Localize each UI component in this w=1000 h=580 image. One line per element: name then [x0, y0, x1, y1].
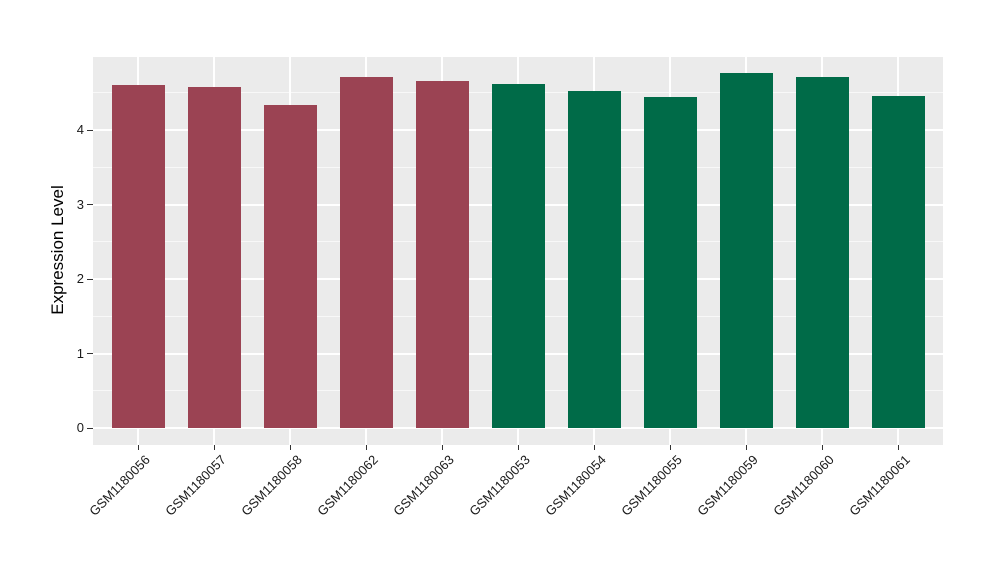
- x-tick-label-GSM1180055: GSM1180055: [617, 452, 685, 519]
- y-tick-label: 1: [76, 345, 84, 361]
- x-tick: [289, 445, 291, 450]
- x-tick: [593, 445, 595, 450]
- bar-GSM1180058: [263, 104, 317, 428]
- x-tick: [365, 445, 367, 450]
- y-tick: [87, 353, 93, 354]
- y-tick: [87, 204, 93, 205]
- bar-GSM1180055: [643, 97, 697, 428]
- x-tick: [745, 445, 747, 450]
- bar-GSM1180061: [871, 95, 925, 428]
- x-tick: [669, 445, 671, 450]
- x-tick-label-GSM1180058: GSM1180058: [237, 452, 305, 519]
- y-tick-label: 0: [76, 420, 84, 435]
- x-tick-label-GSM1180062: GSM1180062: [313, 452, 381, 519]
- bar-GSM1180060: [795, 77, 849, 428]
- x-tick-label-GSM1180054: GSM1180054: [541, 452, 609, 519]
- x-tick: [517, 445, 519, 450]
- x-tick: [213, 445, 215, 450]
- y-tick: [87, 427, 93, 429]
- y-tick: [87, 129, 93, 131]
- x-tick-label-GSM1180059: GSM1180059: [693, 452, 761, 519]
- x-tick-label-GSM1180053: GSM1180053: [465, 452, 533, 519]
- bar-GSM1180059: [719, 73, 773, 428]
- x-tick-label-GSM1180057: GSM1180057: [161, 452, 229, 519]
- x-tick: [897, 445, 899, 450]
- plot-panel: [93, 55, 943, 445]
- x-tick: [821, 445, 823, 450]
- x-tick-label-GSM1180061: GSM1180061: [845, 452, 913, 519]
- y-tick: [87, 278, 93, 280]
- bar-GSM1180056: [111, 85, 165, 428]
- bar-GSM1180062: [339, 77, 393, 428]
- x-tick-label-GSM1180063: GSM1180063: [389, 452, 457, 519]
- y-tick-label: 4: [76, 122, 84, 137]
- y-tick-label: 2: [76, 271, 84, 286]
- bar-GSM1180057: [187, 86, 241, 428]
- bar-GSM1180053: [491, 83, 545, 428]
- x-tick: [137, 445, 139, 450]
- bar-GSM1180063: [415, 80, 469, 428]
- x-tick: [441, 445, 443, 450]
- y-tick-label: 3: [76, 196, 84, 212]
- x-tick-label-GSM1180060: GSM1180060: [769, 452, 837, 519]
- bar-GSM1180054: [567, 91, 621, 428]
- x-tick-label-GSM1180056: GSM1180056: [85, 452, 153, 519]
